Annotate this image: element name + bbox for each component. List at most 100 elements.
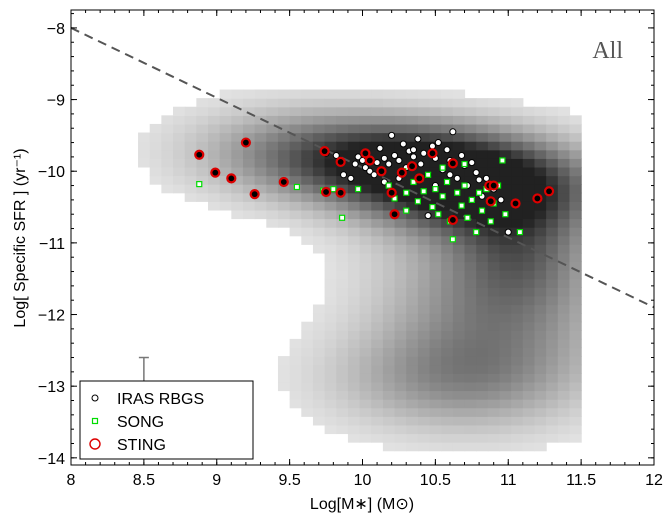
density-cell [277, 356, 291, 366]
density-cell [534, 184, 547, 194]
density-cell [511, 399, 524, 409]
density-cell [149, 149, 162, 159]
density-cell [569, 321, 582, 331]
density-cell [406, 338, 419, 349]
density-cell [382, 424, 396, 435]
density-cell [336, 235, 349, 245]
iras-rbgs-point [446, 171, 454, 179]
density-cell [534, 261, 547, 271]
density-cell [324, 390, 337, 400]
density-cell [487, 313, 501, 323]
density-cell [371, 287, 384, 297]
density-cell [312, 184, 326, 194]
density-cell [406, 192, 419, 202]
density-cell [487, 424, 501, 435]
density-cell [149, 166, 162, 177]
density-cell [406, 270, 419, 280]
density-cell [406, 89, 419, 99]
density-cell [173, 115, 186, 125]
density-cell [476, 184, 489, 194]
density-cell [452, 98, 466, 108]
density-cell [394, 98, 407, 108]
density-cell [394, 115, 407, 125]
density-cell [417, 399, 431, 409]
density-cell [522, 227, 536, 237]
density-cell [312, 89, 326, 99]
iras-rbgs-point [373, 159, 381, 167]
density-cell [569, 313, 582, 323]
density-cell [371, 209, 384, 220]
density-cell [359, 201, 372, 211]
density-cell [266, 192, 279, 202]
density-cell [464, 166, 477, 177]
density-cell [219, 184, 232, 194]
density-cell [347, 106, 361, 116]
density-cell [546, 364, 559, 374]
density-cell [464, 304, 477, 314]
density-cell [499, 330, 512, 340]
density-cell [219, 89, 232, 99]
density-cell [557, 158, 571, 168]
density-cell [289, 364, 302, 374]
density-cell [476, 295, 489, 306]
density-cell [429, 235, 442, 245]
density-cell [476, 338, 489, 349]
y-tick-label: −13 [38, 379, 65, 396]
sting-point [488, 180, 499, 191]
density-cell [417, 313, 431, 323]
density-cell [359, 235, 372, 245]
density-cell [336, 209, 349, 220]
density-cell [476, 373, 489, 383]
density-cell [499, 399, 512, 409]
density-cell [359, 373, 372, 383]
density-cell [277, 123, 291, 134]
density-cell [441, 295, 454, 306]
density-cell [499, 381, 512, 392]
density-cell [464, 433, 477, 443]
x-axis-label: Log[M∗] (M⊙) [310, 496, 414, 513]
density-cell [173, 158, 186, 168]
density-cell [208, 149, 221, 159]
density-cell [336, 390, 349, 400]
density-cell [511, 433, 524, 443]
density-cell [266, 132, 279, 142]
density-cell [499, 390, 512, 400]
density-cell [499, 184, 512, 194]
density-cell [254, 149, 267, 159]
density-cell [569, 235, 582, 245]
legend-marker-sting [89, 438, 101, 450]
iras-rbgs-point [482, 174, 490, 182]
density-cell [534, 304, 547, 314]
density-cell [406, 347, 419, 357]
density-cell [441, 304, 454, 314]
density-cell [441, 364, 454, 374]
density-cell [476, 390, 489, 400]
density-cell [429, 287, 442, 297]
density-cell [417, 98, 431, 108]
panel-label: All [592, 38, 623, 64]
density-cell [312, 364, 326, 374]
sting-point [335, 187, 346, 198]
density-cell [522, 158, 536, 168]
density-cell [441, 313, 454, 323]
density-cell [569, 390, 582, 400]
density-cell [254, 158, 267, 168]
density-cell [569, 218, 582, 228]
density-cell [522, 244, 536, 254]
density-cell [312, 304, 326, 314]
density-cell [371, 132, 384, 142]
density-cell [487, 218, 501, 228]
density-cell [277, 218, 291, 228]
density-cell [208, 115, 221, 125]
density-cell [546, 295, 559, 306]
density-cell [161, 166, 174, 177]
density-cell [161, 141, 174, 151]
density-cell [429, 106, 442, 116]
density-cell [219, 201, 232, 211]
density-cell [569, 201, 582, 211]
density-cell [289, 98, 302, 108]
density-cell [312, 407, 326, 417]
density-cell [557, 321, 571, 331]
density-cell [417, 364, 431, 374]
density-cell [324, 270, 337, 280]
